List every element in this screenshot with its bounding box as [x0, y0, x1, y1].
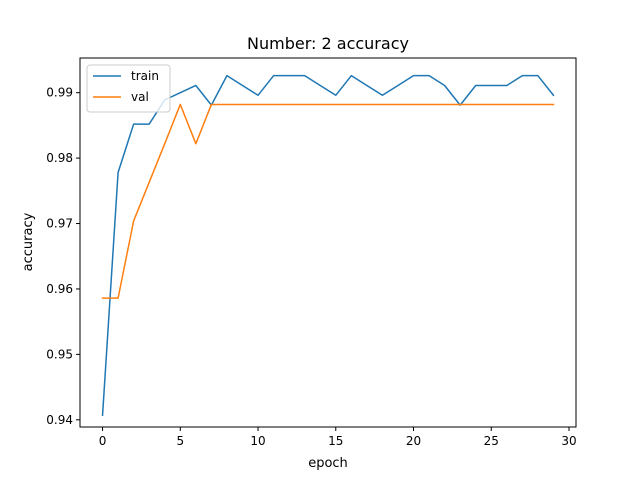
series-line-train [101, 74, 555, 417]
series-layer [101, 74, 555, 417]
x-tick-label: 20 [406, 434, 421, 448]
axes-frame [79, 57, 577, 428]
legend: train val [86, 64, 171, 113]
y-tick-label: 0.98 [46, 151, 73, 165]
y-tick-label: 0.94 [46, 413, 73, 427]
y-tick-label: 0.96 [46, 282, 73, 296]
series-line-val [101, 103, 555, 299]
x-tick-label: 0 [99, 434, 107, 448]
ticks-layer: 0 5 10 15 20 25 30 0.94 0.95 0.96 0.97 0.98 0.99 [46, 86, 576, 448]
x-tick-label: 25 [484, 434, 499, 448]
legend-label-val: val [131, 90, 149, 104]
y-tick-label: 0.99 [46, 86, 73, 100]
x-axis-label: epoch [308, 456, 348, 471]
chart-title: Number: 2 accuracy [247, 34, 409, 53]
x-tick-label: 15 [328, 434, 343, 448]
x-tick-label: 10 [250, 434, 265, 448]
x-tick-label: 30 [561, 434, 576, 448]
y-axis-label: accuracy [21, 212, 36, 271]
legend-label-train: train [131, 69, 159, 83]
y-tick-label: 0.97 [46, 217, 73, 231]
y-tick-label: 0.95 [46, 347, 73, 361]
x-tick-label: 5 [176, 434, 184, 448]
